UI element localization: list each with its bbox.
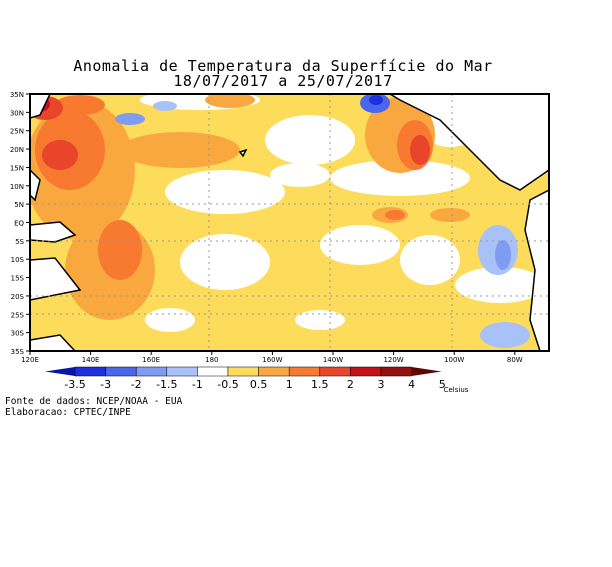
colorbar-swatch (135, 366, 168, 377)
lat-label: 20S (11, 293, 25, 301)
map-title: Anomalia de Temperatura da Superfície do… (73, 57, 493, 75)
lat-label: 5S (15, 238, 24, 246)
colorbar-label: 2 (347, 378, 354, 391)
colorbar-swatch (380, 366, 412, 377)
anomaly-neutral-regions (140, 94, 545, 332)
colorbar-label: 5 (439, 378, 446, 391)
colorbar-swatch (350, 366, 382, 377)
colorbar-swatch (288, 366, 321, 377)
lon-label: 80W (507, 356, 523, 364)
colorbar-label: 0.5 (250, 378, 268, 391)
colorbar-label: -3.5 (64, 378, 85, 391)
lat-label: 5N (14, 201, 24, 209)
colorbar-low-arrow (45, 367, 75, 376)
lon-label: 140W (323, 356, 343, 364)
author-credit: Elaboracao: CPTEC/INPE (5, 407, 131, 418)
grid-lines (30, 94, 549, 351)
lon-label: 140E (82, 356, 100, 364)
colorbar-label: -1.5 (156, 378, 177, 391)
lon-label: 120E (21, 356, 39, 364)
anomaly-negative-regions (115, 94, 530, 348)
colorbar-swatch (319, 366, 351, 377)
colorbar-label: -2 (131, 378, 142, 391)
lat-label: 15S (11, 275, 25, 283)
lat-label: 30N (10, 109, 24, 117)
colorbar-label: -1 (192, 378, 203, 391)
lat-label: 35N (10, 91, 24, 99)
colorbar-label: 1.5 (311, 378, 329, 391)
colorbar-label: -3 (100, 378, 111, 391)
lat-label: 10N (10, 183, 24, 191)
lat-label: 35S (11, 348, 25, 356)
data-source-credit: Fonte de dados: NCEP/NOAA - EUA (5, 396, 183, 407)
lon-label: 180 (205, 356, 218, 364)
land-south-america (524, 189, 549, 351)
lat-label: 15N (10, 164, 24, 172)
lon-label: 160E (142, 356, 160, 364)
land-philippines-west (30, 168, 41, 202)
lon-label: 120W (383, 356, 403, 364)
colorbar-swatch (166, 366, 198, 377)
map-date-range: 18/07/2017 a 25/07/2017 (173, 72, 393, 90)
lon-label: 100W (444, 356, 464, 364)
colorbar-label: -0.5 (217, 378, 238, 391)
colorbar-high-arrow (411, 367, 442, 376)
land-indonesia (30, 221, 77, 243)
colorbar-swatch (74, 366, 106, 377)
latitude-axis: 35N 30N 25N 20N 15N 10N 5N EQ 5S 10S 15S 20S 25S 30S 3… (10, 91, 30, 356)
land-hawaii (238, 148, 248, 158)
colorbar-unit: Celsius (444, 386, 469, 394)
lat-label: 25S (11, 311, 25, 319)
lon-label: 160W (262, 356, 282, 364)
land-masses (30, 94, 549, 351)
land-australia (30, 257, 82, 301)
land-asia (30, 94, 51, 119)
lat-label: 25N (10, 128, 24, 136)
colorbar-label: 1 (286, 378, 293, 391)
colorbar-swatch (258, 366, 290, 377)
sst-map: 35N 30N 25N 20N 15N 10N 5N EQ 5S 10S 15S 20S 25S 30S 3… (10, 91, 550, 394)
land-north-america (388, 94, 549, 191)
colorbar-label: 3 (378, 378, 385, 391)
longitude-axis: 120E 140E 160E 180 160W 140W 120W 100W 80W (21, 351, 523, 364)
lat-label: 20N (10, 146, 24, 154)
colorbar-swatch (197, 366, 229, 377)
lat-label: 30S (11, 330, 25, 338)
land-australia-south (30, 334, 77, 351)
colorbar-label: 4 (408, 378, 415, 391)
colorbar-swatch (227, 366, 259, 377)
lat-label: 10S (11, 256, 25, 264)
anomaly-2-to-3-regions (30, 96, 430, 170)
colorbar-swatch (105, 366, 137, 377)
lat-label: EQ (14, 220, 24, 228)
